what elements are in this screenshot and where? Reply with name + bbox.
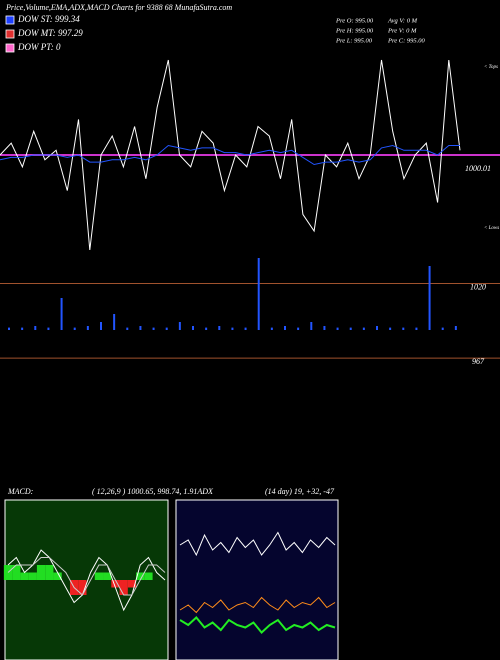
macd-histogram-bar: [119, 580, 128, 595]
volume-bar: [402, 327, 405, 330]
volume-bar: [113, 314, 116, 330]
macd-histogram-bar: [20, 572, 29, 580]
series-line: [0, 144, 460, 166]
volume-bar: [389, 327, 392, 330]
volume-bar: [376, 326, 378, 330]
volume-bar: [8, 327, 10, 330]
info-text: Pre V: 0 M: [387, 27, 417, 34]
macd-label: MACD:: [7, 487, 34, 496]
macd-histogram-bar: [28, 572, 37, 580]
volume-bar: [47, 327, 50, 330]
legend-text: DOW PT: 0: [17, 42, 61, 52]
volume-bar: [441, 327, 444, 330]
volume-bar: [270, 327, 273, 330]
volume-bar: [284, 326, 286, 330]
volume-bar: [100, 322, 102, 330]
info-text: Avg V: 0 M: [387, 17, 418, 24]
macd-histogram-bar: [144, 572, 153, 580]
series-line: [7, 557, 166, 596]
macd-values: ( 12,26,9 ) 1000.65, 998.74, 1.91ADX: [92, 487, 214, 496]
macd-histogram-bar: [45, 565, 54, 580]
volume-bar: [34, 326, 37, 330]
volume-bar: [428, 266, 431, 330]
volume-bar: [152, 327, 155, 330]
macd-histogram-bar: [36, 565, 46, 580]
macd-histogram-bar: [127, 580, 137, 588]
macd-histogram-bar: [94, 572, 104, 580]
volume-bar: [297, 327, 300, 330]
volume-bar: [205, 327, 208, 330]
level-label: 1000.01: [465, 164, 491, 173]
volume-bar: [218, 326, 221, 330]
legend-swatch: [5, 43, 15, 53]
lows-label: < Lows: [484, 226, 499, 231]
macd-histogram-bar: [136, 572, 145, 580]
macd-histogram-bar: [53, 572, 62, 580]
macd-histogram-bar: [78, 580, 87, 595]
volume-bar: [349, 327, 352, 330]
volume-bar: [86, 326, 89, 330]
legend-swatch: [5, 15, 15, 25]
macd-histogram-bar: [111, 580, 120, 588]
volume-bar: [73, 327, 76, 330]
legend-swatch: [5, 29, 15, 39]
volume-bar: [310, 322, 313, 330]
tops-label: < Tops: [484, 65, 498, 70]
info-text: Pre L: 995.00: [335, 37, 373, 44]
volume-bar: [362, 327, 365, 330]
info-text: Pre H: 995.00: [335, 27, 374, 34]
macd-histogram-bar: [103, 572, 112, 580]
series-line: [7, 549, 166, 612]
volume-bar: [454, 326, 457, 330]
series-line: [0, 59, 461, 251]
macd-histogram-bar: [3, 565, 13, 580]
volume-bar: [415, 327, 418, 330]
info-text: Pre O: 995.00: [335, 17, 374, 24]
volume-bar: [165, 327, 168, 330]
series-line: [179, 596, 336, 614]
info-text: Pre C: 995.00: [387, 37, 426, 44]
volume-bar: [231, 327, 234, 330]
legend-text: DOW MT: 997.29: [17, 28, 83, 38]
volume-bar: [21, 327, 24, 330]
series-line: [179, 616, 336, 634]
volume-bar: [192, 326, 194, 330]
macd-histogram-bar: [12, 565, 21, 580]
adx-panel: [175, 499, 339, 660]
legend-text: DOW ST: 999.34: [17, 14, 80, 24]
page-title: Price,Volume,EMA,ADX,MACD Charts for 938…: [5, 3, 232, 12]
volume-bar: [244, 327, 247, 330]
level-label: 967: [472, 357, 485, 366]
volume-bar: [178, 322, 181, 330]
volume-bar: [126, 327, 129, 330]
volume-bar: [336, 327, 339, 330]
volume-bar: [139, 326, 142, 330]
series-line: [179, 531, 336, 557]
volume-bar: [257, 258, 260, 330]
volume-bar: [60, 298, 63, 330]
adx-values: (14 day) 19, +32, -47: [265, 487, 335, 496]
volume-bar: [323, 326, 326, 330]
level-label: 1020: [470, 282, 486, 291]
